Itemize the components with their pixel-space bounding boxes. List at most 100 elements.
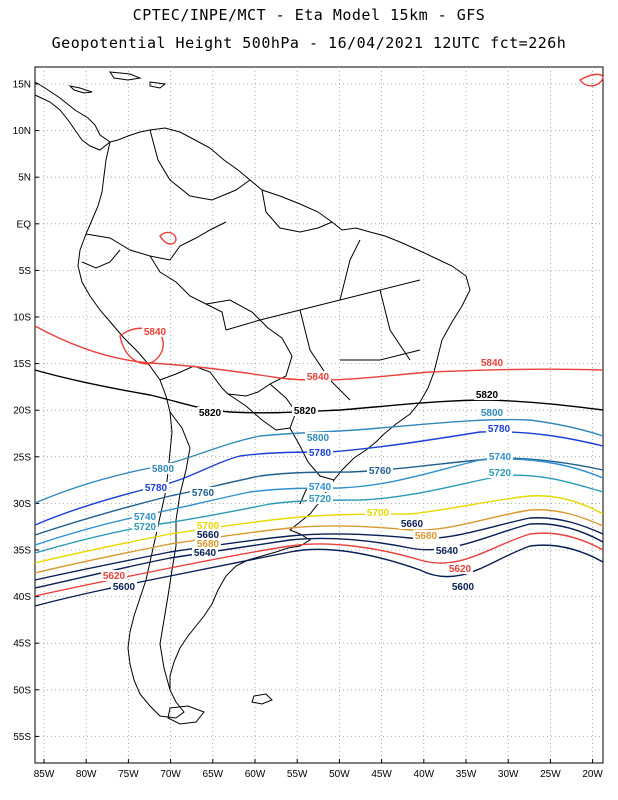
contour-label-background bbox=[150, 463, 176, 474]
south-america-coast bbox=[77, 127, 471, 719]
contour-label-background bbox=[292, 405, 318, 416]
longitude-tick-label: 25W bbox=[540, 769, 561, 780]
contour-label-background bbox=[111, 581, 137, 592]
contour-label-background bbox=[487, 467, 513, 478]
map-title-line2: Geopotential Height 500hPa - 16/04/2021 … bbox=[51, 34, 567, 52]
contour-label-5820: 5820 bbox=[199, 408, 222, 419]
contour-label-5700: 5700 bbox=[367, 508, 390, 519]
contour-label-5780: 5780 bbox=[309, 448, 332, 459]
caribbean-island bbox=[149, 81, 167, 89]
contour-label-background bbox=[142, 326, 168, 337]
longitude-tick-label: 35W bbox=[456, 769, 477, 780]
falkland-islands bbox=[251, 693, 273, 705]
longitude-tick-label: 45W bbox=[371, 769, 392, 780]
contour-label-5640: 5640 bbox=[194, 548, 217, 559]
contour-label-5680: 5680 bbox=[197, 539, 220, 550]
contour-label-background bbox=[143, 482, 169, 493]
contour-label-background bbox=[195, 538, 221, 549]
longitude-tick-label: 40W bbox=[414, 769, 435, 780]
border-brazil-argentina bbox=[289, 427, 335, 481]
contour-5660 bbox=[34, 517, 604, 581]
latitude-tick-label: 40S bbox=[13, 592, 31, 603]
contour-label-5840: 5840 bbox=[481, 358, 504, 369]
contour-label-background bbox=[479, 357, 505, 368]
longitude-tick-label: 30W bbox=[498, 769, 519, 780]
latitude-tick-label: 35S bbox=[13, 546, 31, 557]
contour-label-background bbox=[365, 507, 391, 518]
latitude-tick-label: 15N bbox=[13, 80, 31, 91]
contour-label-5720: 5720 bbox=[489, 468, 512, 479]
caribbean-island bbox=[108, 71, 142, 81]
caribbean-island bbox=[68, 85, 93, 94]
contour-label-5620: 5620 bbox=[449, 564, 472, 575]
contour-label-5720: 5720 bbox=[134, 522, 157, 533]
contour-label-5600: 5600 bbox=[452, 582, 475, 593]
contour-5620 bbox=[34, 532, 604, 597]
latitude-tick-label: 5S bbox=[19, 266, 32, 277]
border-bolivia bbox=[205, 299, 293, 397]
contour-label-background bbox=[434, 545, 460, 556]
latitude-tick-label: 45S bbox=[13, 639, 31, 650]
contour-label-background bbox=[195, 520, 221, 531]
contour-label-5740: 5740 bbox=[489, 452, 512, 463]
contour-label-background bbox=[486, 423, 512, 434]
plot-frame bbox=[34, 66, 604, 764]
longitude-tick-label: 55W bbox=[287, 769, 308, 780]
contour-label-background bbox=[132, 511, 158, 522]
contour-label-5660: 5660 bbox=[197, 530, 220, 541]
longitude-tick-label: 85W bbox=[34, 769, 55, 780]
latitude-tick-label: 5N bbox=[18, 173, 31, 184]
longitude-tick-label: 50W bbox=[329, 769, 350, 780]
contour-label-background bbox=[367, 465, 393, 476]
coastlines-and-borders bbox=[34, 71, 471, 725]
contour-label-background bbox=[197, 407, 223, 418]
contour-5700 bbox=[34, 495, 604, 564]
contour-label-background bbox=[413, 530, 439, 541]
contour-label-background bbox=[132, 521, 158, 532]
latitude-tick-label: 50S bbox=[13, 685, 31, 696]
border-peru-chile bbox=[159, 365, 229, 395]
contour-label-5740: 5740 bbox=[134, 512, 157, 523]
axis-ticks: 15N 10N 5N EQ 5S 10S 15S 20S 25S 30S 35S 40S 45S 50S 5… bbox=[13, 80, 604, 781]
latitude-tick-label: EQ bbox=[17, 219, 32, 230]
tierra-del-fuego bbox=[167, 705, 205, 725]
contour-label-5780: 5780 bbox=[488, 424, 511, 435]
contour-label-5700: 5700 bbox=[197, 521, 220, 532]
contour-label-background bbox=[192, 547, 218, 558]
contour-label-background bbox=[474, 389, 500, 400]
contour-5600 bbox=[34, 544, 604, 607]
border-paraguay bbox=[227, 383, 297, 431]
border-chile-argentina bbox=[159, 411, 191, 691]
contour-label-5820: 5820 bbox=[294, 406, 317, 417]
latitude-tick-label: 10N bbox=[13, 126, 31, 137]
contour-label-5760: 5760 bbox=[369, 466, 392, 477]
contour-label-background bbox=[307, 481, 333, 492]
contour-label-background bbox=[190, 487, 216, 498]
contour-label-background bbox=[307, 447, 333, 458]
contour-5640 bbox=[34, 523, 604, 589]
central-america-coast bbox=[34, 81, 111, 151]
contour-label-background bbox=[195, 529, 221, 540]
contour-label-background bbox=[399, 518, 425, 529]
contour-5840 bbox=[34, 325, 604, 381]
border-colombia-venezuela bbox=[149, 129, 251, 201]
contour-label-5760: 5760 bbox=[192, 488, 215, 499]
border-ecuador bbox=[81, 249, 121, 269]
border-guianas bbox=[261, 189, 333, 233]
latitude-tick-label: 30S bbox=[13, 499, 31, 510]
contour-5840-closed bbox=[119, 327, 164, 365]
border-brazil-states bbox=[225, 239, 421, 401]
contour-label-5680: 5680 bbox=[415, 531, 438, 542]
contour-label-5600: 5600 bbox=[113, 582, 136, 593]
contour-5680 bbox=[34, 509, 604, 574]
contour-5840-ne bbox=[578, 73, 604, 87]
contour-label-background bbox=[479, 407, 505, 418]
contour-label-5640: 5640 bbox=[436, 546, 459, 557]
map-title-line1: CPTEC/INPE/MCT - Eta Model 15km - GFS bbox=[132, 6, 486, 24]
contour-label-5660: 5660 bbox=[401, 519, 424, 530]
contour-label-5800: 5800 bbox=[152, 464, 175, 475]
latitude-tick-label: 15S bbox=[13, 359, 31, 370]
contour-label-background bbox=[450, 581, 476, 592]
latitude-tick-label: 20S bbox=[13, 406, 31, 417]
